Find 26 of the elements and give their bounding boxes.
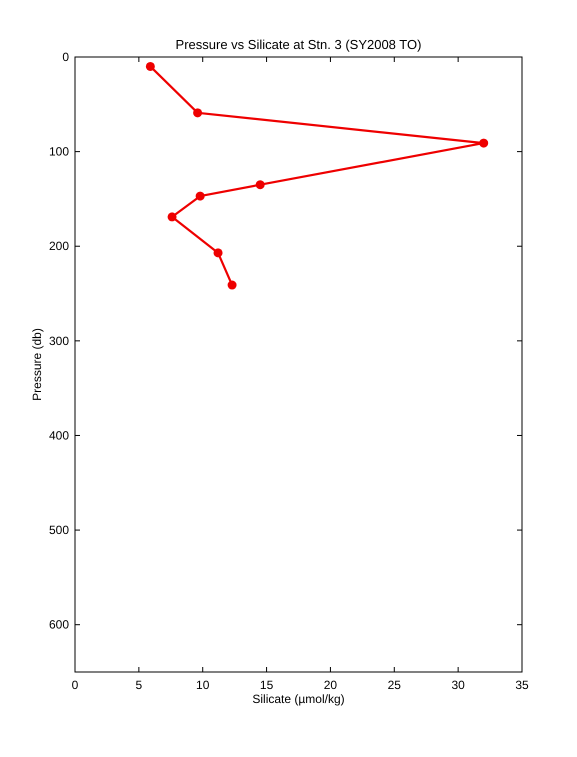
y-tick-label: 300 — [48, 334, 70, 348]
x-tick-label: 0 — [72, 678, 79, 692]
point — [214, 248, 223, 258]
point — [479, 138, 488, 148]
chart-title: Pressure vs Silicate at Stn. 3 (SY2008 TO) — [176, 37, 422, 52]
y-tick-label: 500 — [48, 523, 70, 538]
y-tick-label: 600 — [48, 618, 70, 632]
y-tick-label: 200 — [48, 239, 70, 254]
y-tick-label: 400 — [48, 428, 70, 442]
point — [228, 280, 237, 290]
point — [256, 180, 265, 190]
x-tick-label: 30 — [451, 678, 466, 692]
y-tick-label: 0 — [62, 50, 70, 64]
x-tick-label: 15 — [260, 678, 274, 692]
x-axis-title: Silicate (µmol/kg) — [252, 692, 345, 706]
x-tick-label: 10 — [196, 678, 210, 692]
y-axis-title: Pressure (db) — [30, 328, 44, 401]
point — [196, 192, 205, 201]
x-tick-label: 35 — [515, 678, 529, 692]
x-tick-label: 20 — [324, 678, 338, 692]
x-tick-label: 5 — [136, 678, 143, 692]
point — [168, 212, 177, 222]
point — [146, 62, 155, 71]
point — [193, 108, 202, 118]
x-tick-label: 25 — [388, 678, 402, 692]
y-tick-label: 100 — [48, 144, 70, 159]
